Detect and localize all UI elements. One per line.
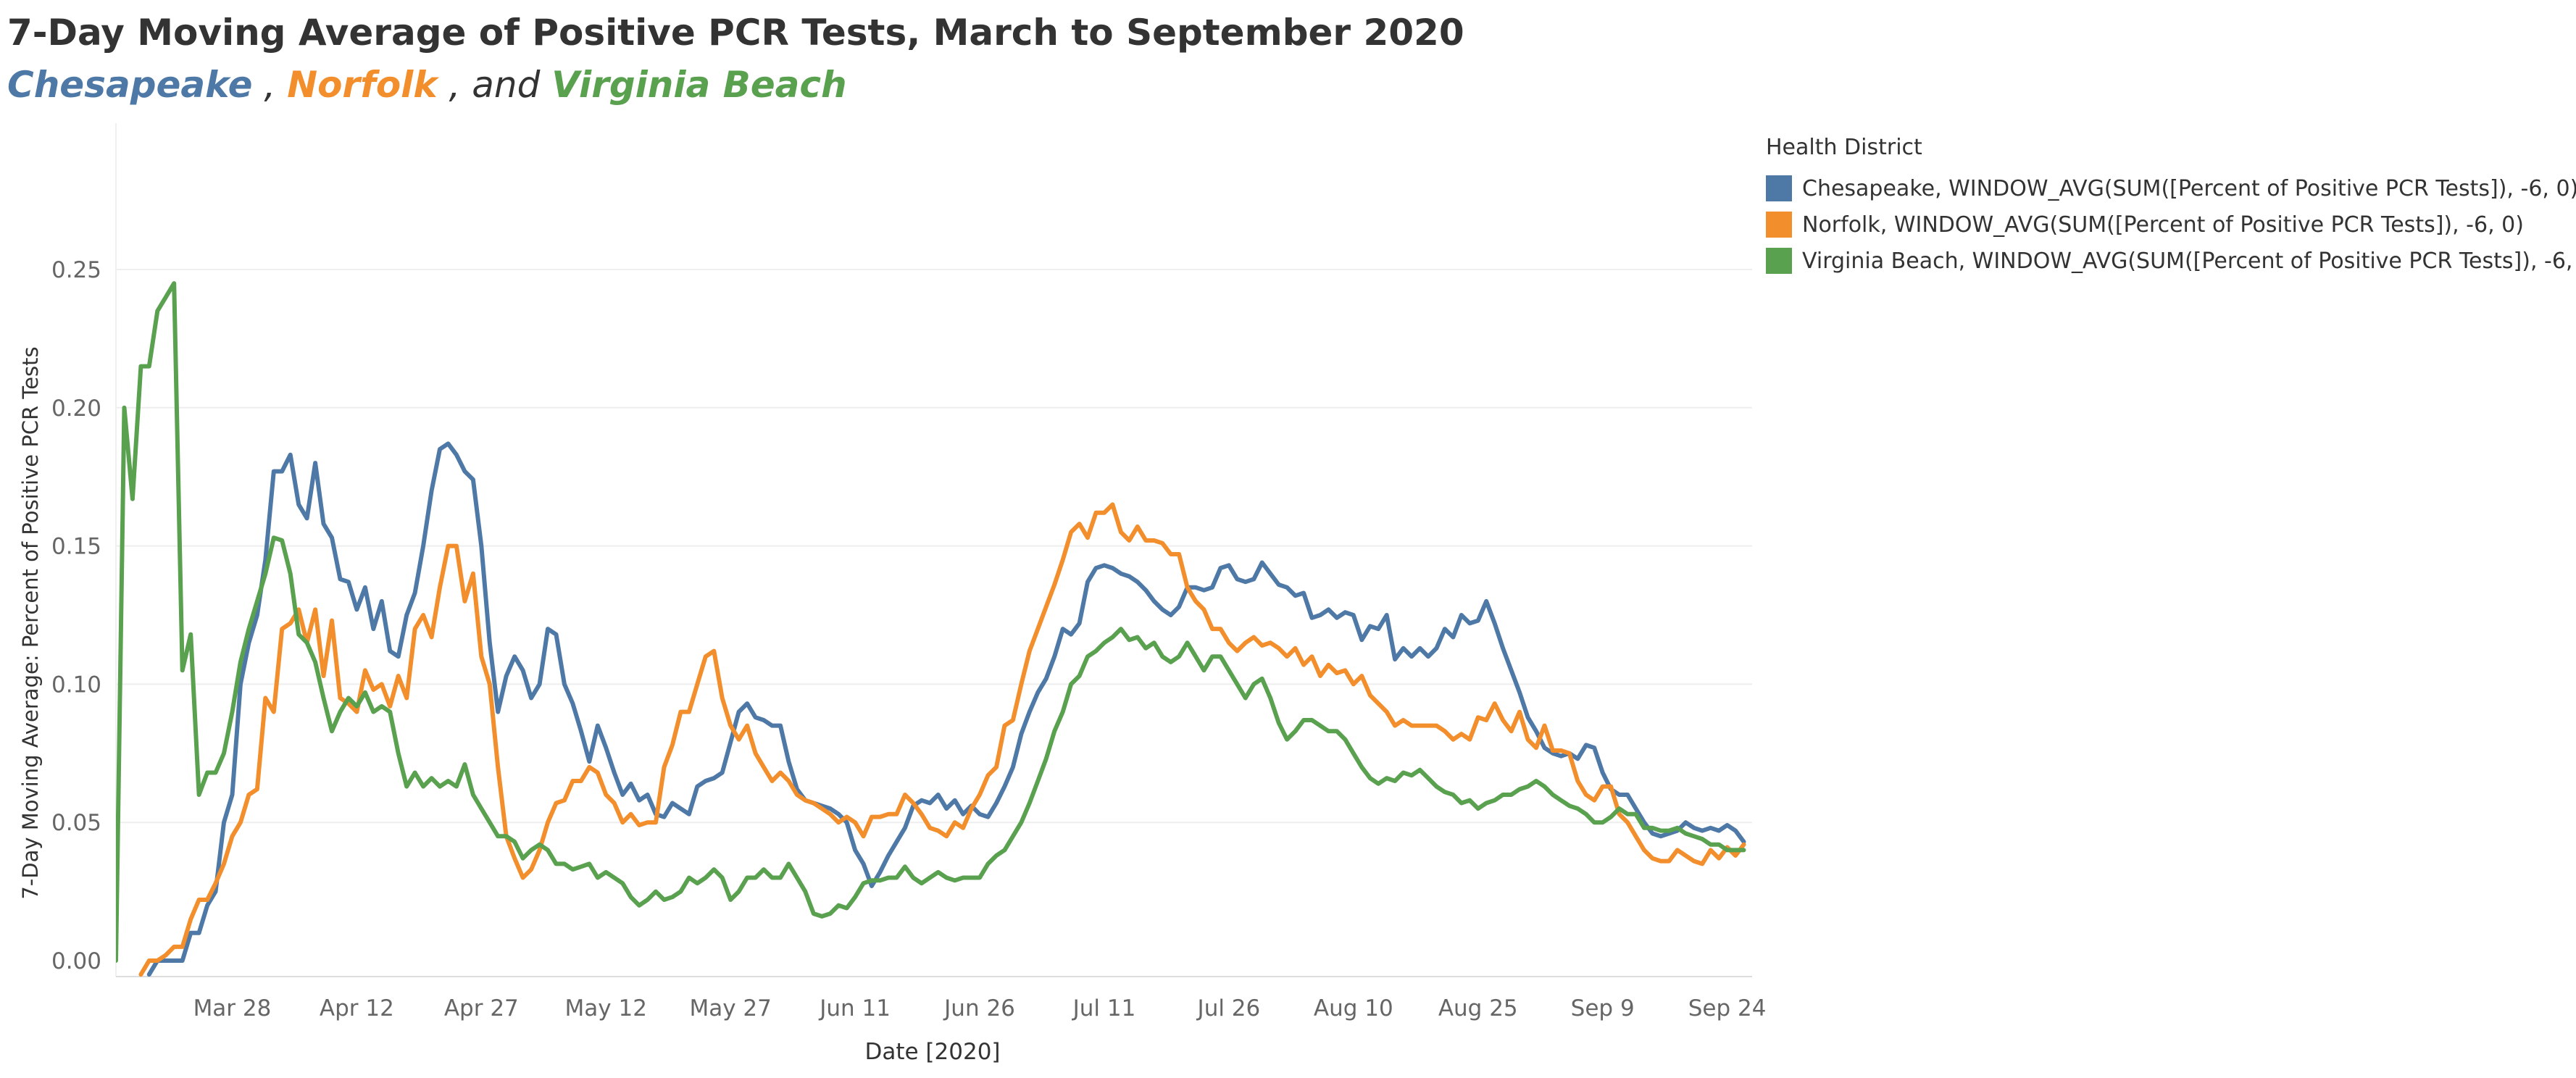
legend-label: Chesapeake, WINDOW_AVG(SUM([Percent of P… (1802, 175, 2576, 201)
x-tick-label: May 12 (565, 995, 647, 1021)
y-tick-label: 0.15 (51, 534, 101, 560)
legend-swatch (1766, 212, 1792, 238)
x-tick-label: May 27 (689, 995, 771, 1021)
legend-label: Norfolk, WINDOW_AVG(SUM([Percent of Posi… (1802, 212, 2524, 238)
subtitle-separator-1: , (252, 64, 288, 106)
axis-labels: 0.00 0.05 0.10 0.15 0.20 0.25 Mar 28 Apr 12 Apr … (18, 257, 1766, 1065)
series-lines (116, 281, 1746, 977)
x-tick-label: Sep 24 (1688, 995, 1767, 1021)
y-tick-label: 0.10 (51, 672, 101, 698)
subtitle-chesapeake: Chesapeake (7, 64, 253, 106)
y-tick-label: 0.00 (51, 948, 101, 974)
x-tick-label: Sep 9 (1571, 995, 1635, 1021)
x-tick-label: Jun 26 (943, 995, 1015, 1021)
legend: Health District Chesapeake, WINDOW_AVG(S… (1766, 135, 2576, 279)
x-tick-label: Aug 25 (1438, 995, 1518, 1021)
x-tick-label: Mar 28 (193, 995, 272, 1021)
series-line-virginia-beach[interactable] (116, 281, 1746, 963)
x-tick-label: Jul 11 (1072, 995, 1136, 1021)
x-tick-label: Aug 10 (1314, 995, 1393, 1021)
legend-item[interactable]: Virginia Beach, WINDOW_AVG(SUM([Percent … (1766, 243, 2576, 279)
x-axis-title: Date [2020] (864, 1039, 1000, 1065)
legend-swatch (1766, 175, 1792, 201)
y-tick-label: 0.20 (51, 396, 101, 422)
chart-subtitle: Chesapeake , Norfolk , and Virginia Beac… (7, 64, 847, 106)
axes (115, 123, 1752, 977)
legend-title: Health District (1766, 135, 1922, 160)
chart-canvas: 0.00 0.05 0.10 0.15 0.20 0.25 Mar 28 Apr 12 Apr … (18, 123, 1766, 1065)
y-tick-label: 0.25 (51, 257, 101, 283)
x-tick-label: Apr 27 (444, 995, 519, 1021)
legend-item[interactable]: Norfolk, WINDOW_AVG(SUM([Percent of Posi… (1766, 206, 2576, 243)
x-tick-label: Jun 11 (818, 995, 891, 1021)
chart-title: 7-Day Moving Average of Positive PCR Tes… (7, 12, 1464, 54)
subtitle-separator-2: , and (437, 64, 552, 106)
legend-label: Virginia Beach, WINDOW_AVG(SUM([Percent … (1802, 248, 2576, 274)
series-line-chesapeake[interactable] (146, 441, 1746, 977)
legend-items: Chesapeake, WINDOW_AVG(SUM([Percent of P… (1766, 170, 2576, 279)
legend-item[interactable]: Chesapeake, WINDOW_AVG(SUM([Percent of P… (1766, 170, 2576, 206)
grid-lines (116, 269, 1752, 824)
subtitle-virginia-beach: Virginia Beach (551, 64, 847, 106)
legend-swatch (1766, 248, 1792, 274)
subtitle-norfolk: Norfolk (287, 64, 438, 106)
y-tick-label: 0.05 (51, 810, 101, 836)
x-tick-label: Jul 26 (1196, 995, 1261, 1021)
series-line-norfolk[interactable] (138, 502, 1746, 977)
y-axis-title: 7-Day Moving Average: Percent of Positiv… (18, 346, 43, 899)
x-tick-label: Apr 12 (320, 995, 394, 1021)
